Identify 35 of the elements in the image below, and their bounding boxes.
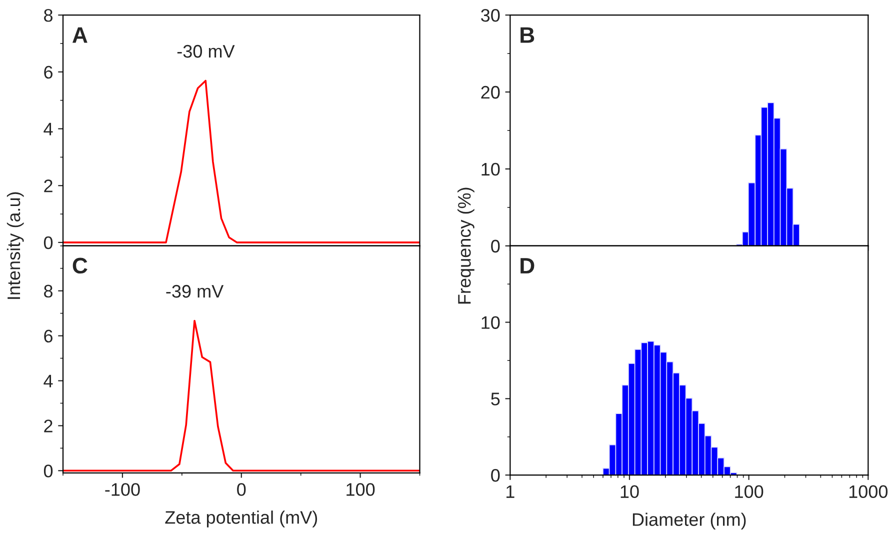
annotation: B bbox=[520, 27, 534, 43]
y-tick-label: 0 bbox=[44, 464, 53, 478]
annotation: C bbox=[72, 258, 88, 274]
annotation: A bbox=[72, 27, 88, 43]
y-tick-label: 20 bbox=[481, 86, 500, 99]
x-axis-title: Zeta potential (mV) bbox=[165, 510, 318, 528]
y-tick-label: 0 bbox=[44, 236, 53, 250]
x-tick-label: 1000 bbox=[849, 485, 888, 498]
y-axis-title: Intensity (a.u) bbox=[6, 192, 24, 299]
x-tick-label: 100 bbox=[735, 485, 764, 498]
y-tick-label: 4 bbox=[44, 122, 53, 136]
line-series bbox=[63, 80, 420, 244]
y-tick-label: 6 bbox=[44, 66, 52, 79]
annotation: D bbox=[520, 258, 534, 274]
x-tick-label: 10 bbox=[620, 485, 639, 498]
x-axis-title: Diameter (nm) bbox=[632, 512, 746, 530]
annotation: -30 mV bbox=[177, 44, 235, 58]
y-axis-title: Frequency (%) bbox=[458, 188, 474, 304]
y-tick-label: 10 bbox=[482, 316, 500, 329]
y-tick-label: 5 bbox=[491, 392, 500, 406]
y-tick-label: 6 bbox=[44, 330, 52, 342]
annotation: -39 mV bbox=[166, 284, 224, 298]
y-tick-label: 0 bbox=[491, 240, 500, 253]
y-tick-label: 8 bbox=[44, 284, 52, 298]
y-tick-label: 8 bbox=[44, 9, 52, 22]
y-tick-label: 2 bbox=[44, 180, 52, 192]
x-tick-label: 100 bbox=[346, 483, 375, 496]
x-tick-label: -100 bbox=[105, 483, 140, 496]
y-tick-label: 2 bbox=[44, 420, 52, 432]
y-tick-label: 0 bbox=[491, 468, 500, 482]
y-tick-label: 30 bbox=[481, 9, 500, 22]
x-tick-label: 0 bbox=[237, 483, 246, 496]
y-tick-label: 4 bbox=[44, 374, 53, 388]
y-tick-label: 10 bbox=[482, 162, 500, 176]
x-tick-label: 1 bbox=[506, 485, 514, 498]
